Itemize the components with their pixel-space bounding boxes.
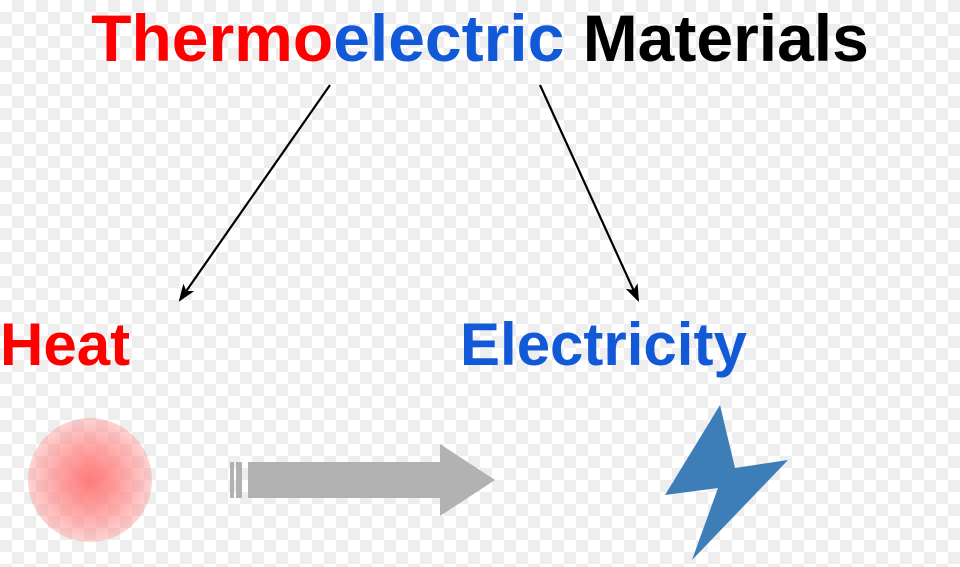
electricity-label: Electricity: [460, 310, 747, 379]
lightning-icon: [665, 405, 788, 560]
arrow-to-heat: [180, 85, 330, 300]
title-thermo: Thermo: [91, 1, 333, 75]
heat-label: Heat: [0, 310, 130, 379]
title-materials: Materials: [564, 1, 868, 75]
heat-orb-icon: [28, 418, 152, 542]
conversion-arrow-icon: [230, 444, 495, 516]
page-title: Thermoelectric Materials: [0, 0, 960, 76]
title-electric: electric: [333, 1, 564, 75]
arrow-to-electricity: [540, 85, 638, 300]
